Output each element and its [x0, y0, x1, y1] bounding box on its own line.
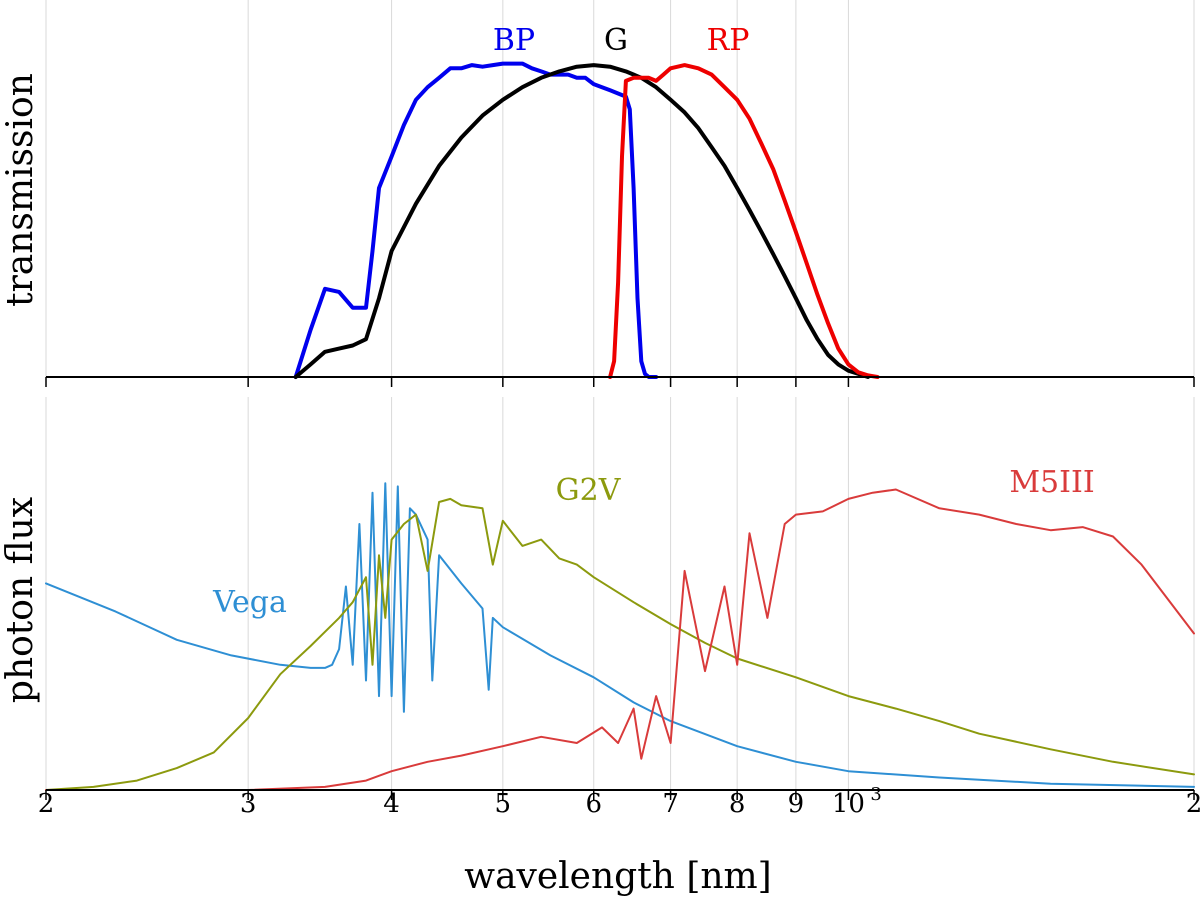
rp-label: RP — [707, 23, 750, 58]
series-m5iii-line — [45, 488, 1195, 791]
series-g-line — [293, 63, 870, 379]
bottom-x-ticks: 2 3 4 5 6 7 8 9 10 3 2 — [38, 784, 1200, 819]
x-tick-label: 5 — [495, 789, 512, 819]
x-tick-label: 3 — [240, 789, 257, 819]
x-tick-exponent: 3 — [870, 784, 881, 805]
series-vega-line — [45, 482, 1195, 788]
x-tick-label: 7 — [662, 789, 679, 819]
x-tick-label: 10 — [832, 789, 865, 819]
x-tick-label: 2 — [38, 789, 55, 819]
bottom-y-axis-title: photon flux — [0, 497, 41, 703]
m5iii-label: M5III — [1009, 465, 1094, 500]
x-tick-label: 6 — [585, 789, 602, 819]
vega-label: Vega — [212, 585, 287, 620]
top-x-ticks — [45, 377, 1195, 387]
bottom-gridlines — [45, 397, 1195, 790]
series-rp-line — [608, 63, 880, 379]
bp-label: BP — [493, 23, 535, 58]
x-tick-label: 4 — [383, 789, 400, 819]
spectra-panel: 2 3 4 5 6 7 8 9 10 3 2 Vega G2V M5III photon flux … — [0, 397, 1200, 897]
x-tick-label: 2 — [1186, 789, 1200, 819]
bottom-curves — [45, 482, 1195, 791]
x-tick-label: 9 — [788, 789, 805, 819]
transmission-panel: BP G RP transmission — [0, 0, 1195, 387]
x-tick-label: 8 — [729, 789, 746, 819]
g2v-label: G2V — [556, 473, 622, 508]
x-axis-title: wavelength [nm] — [464, 856, 771, 897]
g-label: G — [604, 23, 628, 58]
top-y-axis-title: transmission — [0, 73, 41, 307]
series-bp-line — [293, 61, 659, 379]
top-curves — [293, 61, 880, 379]
series-g2v-line — [45, 497, 1195, 791]
